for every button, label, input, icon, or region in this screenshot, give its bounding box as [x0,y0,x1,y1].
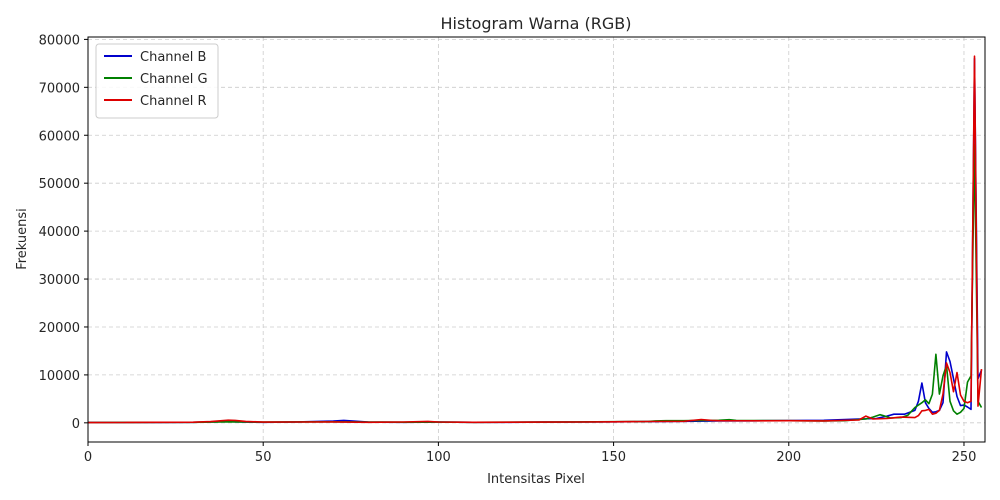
y-axis-label: Frekuensi [15,208,30,270]
y-tick-label: 80000 [39,33,80,48]
x-axis-label: Intensitas Pixel [487,472,585,487]
x-tick-label: 100 [426,450,451,465]
x-tick-label: 200 [776,450,801,465]
series-line-channel-r [87,55,983,424]
y-tick-label: 70000 [39,81,80,96]
y-tick-label: 40000 [39,225,80,240]
plot-frame [87,36,986,443]
x-tick-label: 150 [601,450,626,465]
y-tick-label: 10000 [39,369,80,384]
chart-title: Histogram Warna (RGB) [441,14,632,33]
x-tick-label: 50 [255,450,272,465]
series-layer [87,55,983,424]
legend-label: Channel B [140,50,206,65]
y-tick-label: 0 [72,417,80,432]
legend-label: Channel G [140,72,208,87]
y-tick-label: 20000 [39,321,80,336]
y-axis: 0 10000 20000 30000 40000 50000 60000 70000 8000… [39,33,88,432]
x-tick-label: 0 [84,450,92,465]
x-tick-label: 250 [952,450,977,465]
y-tick-label: 30000 [39,273,80,288]
legend: Channel B Channel G Channel R [95,43,219,119]
x-axis: 0 50 100 150 200 250 [84,442,977,465]
y-tick-label: 60000 [39,129,80,144]
legend-label: Channel R [140,94,207,109]
y-tick-label: 50000 [39,177,80,192]
